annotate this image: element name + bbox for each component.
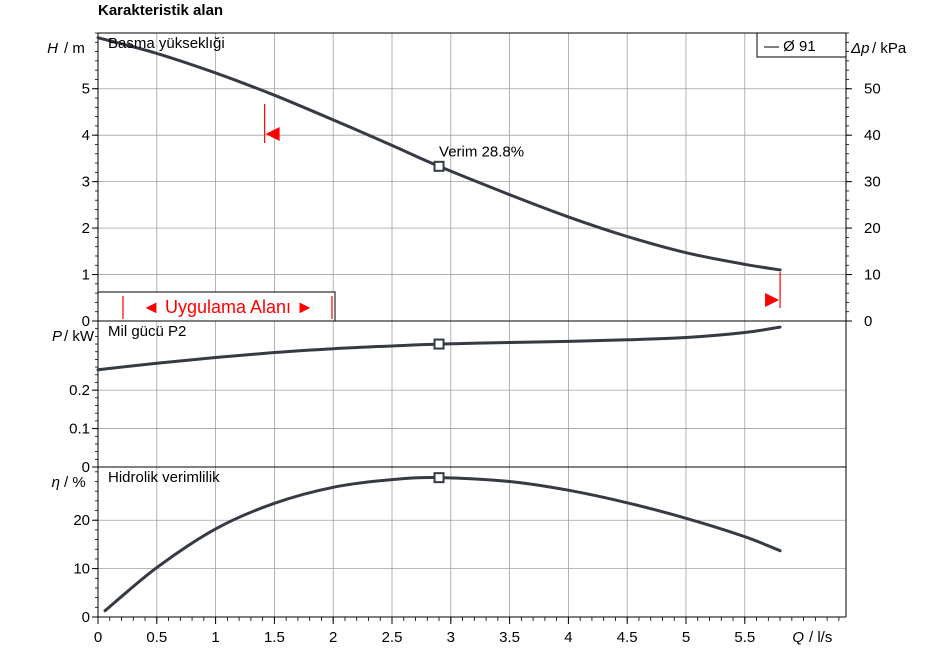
legend-entry: — Ø 91 — [764, 38, 816, 55]
range-label: ◄ Uygulama Alanı ► — [142, 297, 314, 317]
operating-point-marker — [433, 160, 445, 172]
x-tick-label: 0 — [94, 629, 102, 646]
efficiency-annotation: Verim 28.8% — [439, 143, 524, 160]
legend-box — [756, 32, 847, 58]
x-tick-label: 4.5 — [617, 629, 638, 646]
x-tick-label: 3.5 — [499, 629, 520, 646]
x-axis-symbol: Q — [792, 629, 804, 646]
x-tick-label: 2.5 — [382, 629, 403, 646]
y2-tick-label: 40 — [864, 127, 881, 144]
y-tick-label: 10 — [73, 561, 90, 578]
y-axis-symbol: P — [52, 328, 62, 345]
y2-axis-unit: / kPa — [872, 40, 907, 57]
y2-tick-label: 30 — [864, 174, 881, 191]
y-tick-label: 0.2 — [69, 382, 90, 399]
y-tick-label: 0 — [82, 609, 90, 626]
y-axis-unit: / % — [64, 474, 86, 491]
y-tick-label: 0 — [82, 459, 90, 476]
range-label-box — [97, 291, 336, 322]
panel-title: Hidrolik verimlilik — [108, 469, 220, 486]
curve-efficiency — [103, 476, 782, 613]
y-axis-unit: / m — [64, 40, 85, 57]
y-axis-symbol: H — [47, 40, 58, 57]
panel-title: Basma yükseklıği — [108, 35, 225, 52]
y2-axis-symbol: Δp — [850, 40, 869, 57]
range-right-arrow — [765, 293, 780, 307]
x-tick-label: 5.5 — [734, 629, 755, 646]
y-tick-label: 0.1 — [69, 421, 90, 438]
y-tick-label: 2 — [82, 220, 90, 237]
x-tick-label: 2 — [329, 629, 337, 646]
y2-tick-label: 50 — [864, 81, 881, 98]
y-tick-label: 20 — [73, 512, 90, 529]
y2-tick-label: 20 — [864, 220, 881, 237]
y2-tick-label: 10 — [864, 267, 881, 284]
panel-title: Mil gücü P2 — [108, 323, 186, 340]
operating-point-marker — [433, 472, 445, 484]
x-tick-label: 1 — [211, 629, 219, 646]
y-tick-label: 3 — [82, 174, 90, 191]
operating-point-marker — [433, 338, 445, 350]
x-tick-label: 4 — [564, 629, 572, 646]
y-tick-label: 0 — [82, 313, 90, 330]
x-tick-label: 3 — [447, 629, 455, 646]
range-left-arrow — [265, 127, 280, 141]
x-tick-label: 1.5 — [264, 629, 285, 646]
y-axis-unit: / kW — [64, 328, 95, 345]
chart-title: Karakteristik alan — [98, 2, 223, 19]
y-axis-symbol: η — [52, 474, 60, 491]
y-tick-label: 1 — [82, 267, 90, 284]
curve-layer — [96, 36, 782, 613]
x-tick-label: 5 — [682, 629, 690, 646]
x-axis-unit: / l/s — [809, 629, 832, 646]
y2-tick-label: 0 — [864, 313, 872, 330]
x-tick-label: 0.5 — [146, 629, 167, 646]
y-tick-label: 4 — [82, 127, 90, 144]
grid-layer — [97, 33, 846, 617]
y-tick-label: 5 — [82, 81, 90, 98]
